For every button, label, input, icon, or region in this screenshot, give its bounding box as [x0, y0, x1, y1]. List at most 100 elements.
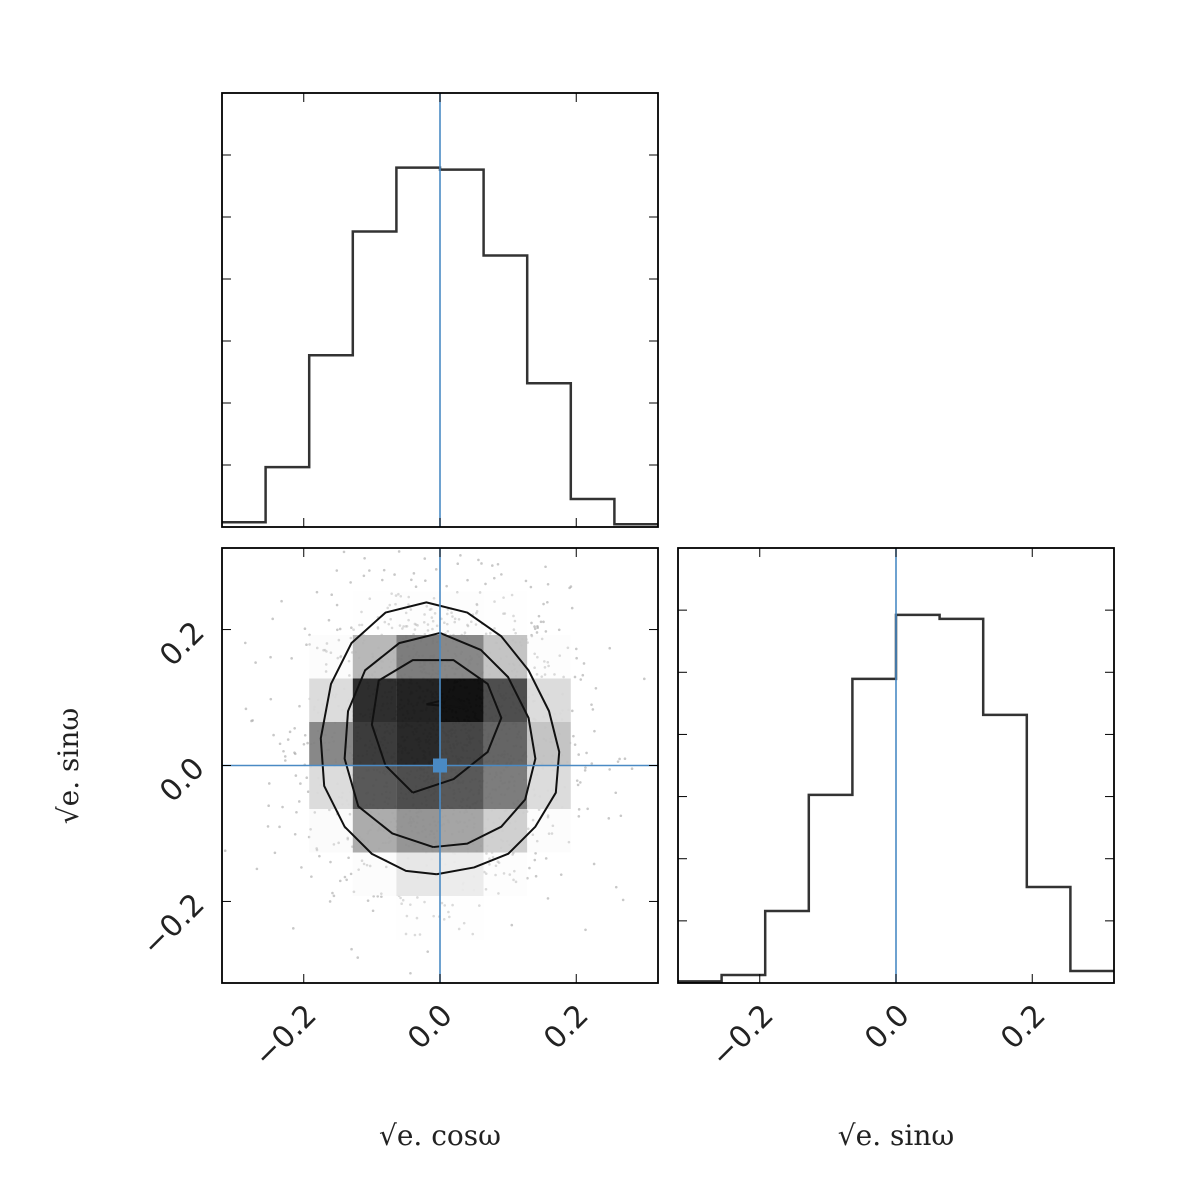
scatter-point [412, 572, 416, 575]
scatter-point [357, 868, 360, 871]
scatter-point [480, 562, 483, 565]
scatter-point [508, 873, 512, 876]
scatter-point [458, 544, 461, 547]
scatter-point [453, 617, 457, 621]
scatter-point [380, 892, 383, 895]
scatter-point [579, 781, 582, 784]
scatter-point [399, 594, 403, 598]
scatter-point [372, 894, 375, 898]
scatter-point [323, 648, 327, 652]
scatter-point [544, 565, 547, 569]
scatter-point [576, 783, 580, 787]
scatter-point [281, 805, 284, 809]
scatter-point [424, 579, 427, 582]
scatter-point [614, 885, 618, 889]
scatter-point [574, 647, 578, 651]
scatter-point [195, 725, 198, 728]
scatter-point [546, 815, 550, 819]
scatter-point [387, 622, 391, 626]
scatter-point [567, 840, 571, 844]
scatter-point [466, 624, 470, 628]
scatter-point [546, 897, 550, 900]
scatter-point [358, 623, 361, 627]
scatter-point [543, 660, 546, 663]
scatter-point [350, 626, 353, 630]
scatter-point [278, 825, 281, 829]
scatter-point [484, 632, 488, 636]
scatter-point [570, 709, 574, 713]
scatter-point [410, 492, 413, 495]
scatter-point [390, 592, 393, 595]
scatter-point [407, 603, 410, 606]
scatter-point [502, 872, 506, 875]
heatmap-cell [396, 678, 440, 722]
scatter-point [338, 627, 342, 631]
scatter-point [514, 631, 517, 635]
scatter-point [327, 618, 331, 622]
scatter-point [397, 550, 401, 553]
scatter-point [306, 741, 309, 745]
scatter-point [533, 625, 536, 628]
scatter-point [409, 608, 413, 611]
scatter-point [435, 624, 439, 628]
scatter-point [573, 743, 577, 746]
scatter-point [546, 660, 550, 664]
scatter-point [410, 578, 413, 582]
scatter-point [463, 631, 467, 635]
scatter-point [368, 864, 372, 868]
scatter-point [423, 613, 426, 616]
scatter-point [539, 620, 543, 624]
scatter-point [372, 991, 375, 994]
scatter-point [346, 837, 350, 841]
scatter-point [308, 643, 311, 646]
histogram-bar [940, 619, 984, 983]
scatter-point [530, 634, 534, 638]
scatter-point [371, 909, 375, 913]
x-tick-label-right-1: −0.2 [704, 998, 780, 1074]
histogram-bar [809, 795, 853, 983]
scatter-point [533, 858, 537, 862]
scatter-point [496, 860, 500, 864]
heatmap-cell [396, 591, 440, 635]
scatter-point [495, 519, 498, 522]
histogram-bar [765, 911, 809, 983]
scatter-point [462, 921, 466, 925]
scatter-point [531, 833, 535, 836]
scatter-point [643, 677, 646, 681]
scatter-point [309, 828, 312, 831]
scatter-point [330, 593, 334, 597]
scatter-point [581, 673, 585, 677]
scatter-point [484, 582, 487, 586]
scatter-point [536, 626, 540, 630]
heatmap-cell [483, 765, 528, 809]
scatter-point [510, 923, 514, 927]
scatter-point [422, 620, 426, 624]
scatter-point [409, 903, 412, 906]
scatter-point [540, 675, 544, 678]
scatter-point [328, 808, 331, 812]
scatter-point [267, 782, 271, 785]
scatter-point [356, 956, 360, 959]
scatter-point [339, 654, 343, 658]
scatter-point [362, 862, 366, 866]
scatter-point [469, 620, 473, 624]
scatter-point [558, 654, 562, 657]
scatter-point [572, 734, 575, 738]
scatter-point [299, 782, 302, 785]
scatter-point [535, 673, 539, 676]
scatter-point [456, 562, 460, 566]
histogram-bar [440, 170, 484, 527]
scatter-point [331, 891, 334, 895]
scatter-point [405, 914, 409, 918]
scatter-point [590, 762, 594, 765]
heatmap-cell [352, 678, 397, 722]
scatter-point [542, 602, 545, 606]
scatter-point [443, 904, 447, 907]
scatter-point [307, 835, 311, 839]
scatter-point [577, 753, 580, 756]
scatter-point [368, 597, 372, 601]
scatter-point [332, 894, 336, 898]
scatter-point [363, 557, 366, 560]
scatter-point [315, 847, 318, 850]
scatter-point [426, 950, 430, 953]
